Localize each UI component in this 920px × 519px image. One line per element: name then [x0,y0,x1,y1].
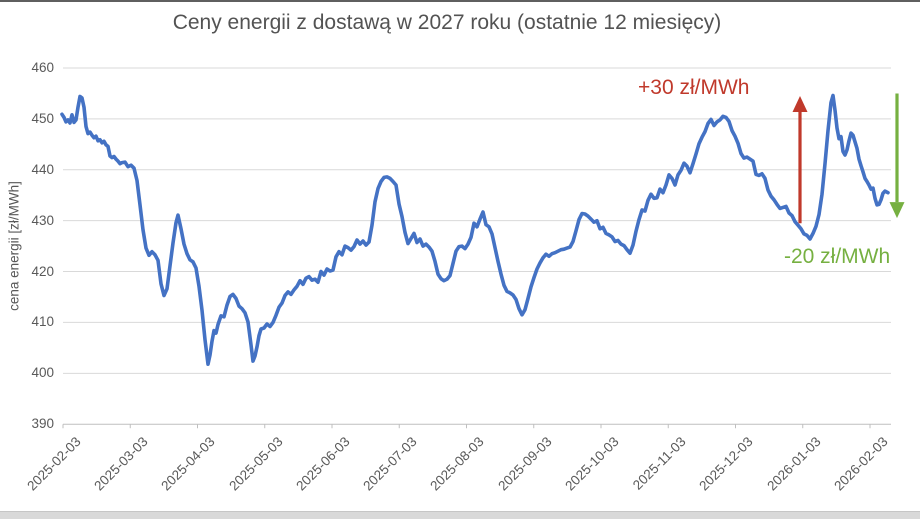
y-tick-label-430: 430 [31,212,54,228]
price-series-line [60,93,890,367]
red-up-arrow-head [792,95,808,112]
chart-title: Ceny energii z dostawą w 2027 roku (osta… [172,11,722,34]
green-down-arrow-head [889,202,905,219]
y-tick-label-460: 460 [31,60,54,75]
y-tick-label-420: 420 [31,263,54,279]
y-tick-label-390: 390 [31,416,54,432]
bottom-bar [0,511,920,519]
y-tick-label-450: 450 [31,110,54,126]
y-tick-label-410: 410 [31,314,54,330]
y-tick-label-400: 400 [31,365,54,381]
top-border [0,0,920,2]
annotation-plus-30-label: +30 zł/MWh [638,76,750,99]
y-tick-label-440: 440 [31,161,54,177]
annotation-minus-20-label: -20 zł/MWh [784,245,891,268]
